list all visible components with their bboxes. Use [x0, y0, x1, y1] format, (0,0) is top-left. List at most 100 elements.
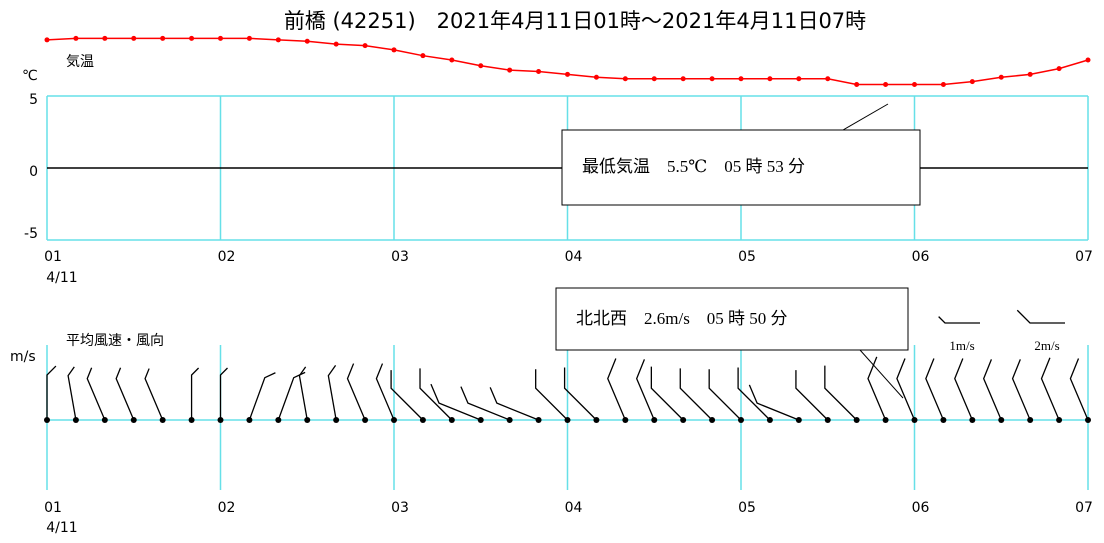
wind-barb	[607, 358, 626, 421]
wind-barb	[650, 366, 684, 421]
temperature-point	[969, 79, 975, 85]
barb-base	[101, 417, 108, 423]
barb-base	[1056, 417, 1063, 423]
y-label: 気温	[66, 54, 94, 70]
wind-barb	[144, 368, 164, 421]
wind-barb	[1011, 359, 1031, 421]
x-tick-label: 06	[912, 249, 930, 265]
wind-barb	[298, 366, 308, 421]
temperature-point	[796, 76, 802, 82]
barb-base	[44, 417, 50, 423]
wind-barb	[190, 367, 200, 420]
barb-base	[535, 417, 542, 423]
temperature-point	[275, 37, 281, 43]
wind-barb	[795, 370, 829, 421]
wind-barb	[896, 358, 916, 421]
temperature-point	[738, 76, 744, 82]
temperature-point	[622, 76, 628, 82]
wind-barb	[390, 370, 424, 421]
wind-barb	[375, 363, 395, 421]
annotation: 北北西 2.6m/s 05 時 50 分	[576, 309, 788, 328]
wind-barb	[115, 367, 135, 421]
temperature-point	[680, 76, 686, 82]
barb-base	[217, 417, 224, 423]
wind-barb	[535, 369, 568, 421]
barb-base	[1027, 417, 1034, 423]
x-tick-label: 03	[391, 249, 409, 265]
temperature-point	[825, 76, 831, 82]
barb-base	[680, 417, 687, 423]
barb-base	[477, 417, 484, 423]
wind-barb	[430, 383, 481, 421]
temperature-point	[362, 43, 368, 49]
temperature-point	[883, 81, 889, 87]
wind-barb	[67, 366, 77, 421]
y-unit: ℃	[22, 68, 38, 84]
barb-base	[998, 417, 1005, 423]
barb-base	[391, 417, 397, 423]
wind-barb	[460, 386, 510, 421]
temperature-point	[854, 81, 860, 87]
date-label: 4/11	[46, 270, 77, 286]
y-tick-label: 0	[29, 164, 38, 180]
legend-label: 2m/s	[1034, 338, 1059, 353]
x-tick-label: 07	[1075, 249, 1093, 265]
wind-barb	[419, 368, 453, 421]
barb-base	[738, 417, 744, 423]
wind-barb	[867, 356, 887, 421]
temperature-point	[333, 41, 339, 47]
temperature-point	[102, 35, 108, 41]
annotation-pointer	[842, 103, 889, 131]
temperature-point	[998, 74, 1004, 80]
temperature-point	[304, 38, 310, 44]
wind-barb	[635, 359, 655, 421]
wind-barb	[46, 365, 57, 420]
x-tick-label: 04	[565, 500, 583, 516]
x-tick-label: 04	[565, 249, 583, 265]
date-label: 4/11	[46, 520, 77, 536]
temperature-point	[536, 69, 542, 75]
chart-title: 前橋 (42251) 2021年4月11日01時～2021年4月11日07時	[284, 9, 866, 33]
temperature-point	[44, 37, 50, 43]
barb-base	[709, 417, 716, 423]
barb-base	[882, 417, 889, 423]
wind-barb	[248, 372, 276, 421]
annotation: 最低気温 5.5℃ 05 時 53 分	[582, 157, 805, 176]
barb-base	[130, 417, 137, 423]
temperature-point	[1085, 57, 1091, 63]
temperature-point	[1027, 71, 1033, 77]
temperature-point	[160, 35, 166, 41]
barb-base	[969, 417, 976, 423]
x-tick-label: 05	[738, 500, 756, 516]
wind-barb	[219, 367, 228, 420]
x-tick-label: 03	[391, 500, 409, 516]
x-tick-label: 01	[44, 500, 62, 516]
temperature-point	[1056, 66, 1062, 72]
wind-barb	[1040, 357, 1060, 421]
wind-barb	[708, 369, 742, 421]
temperature-point	[593, 74, 599, 80]
barb-base	[824, 417, 831, 423]
wind-barb	[489, 387, 539, 421]
barb-base	[275, 417, 282, 423]
barb-base	[188, 417, 195, 423]
legend-barb	[1016, 309, 1065, 324]
temperature-point	[709, 76, 715, 82]
temperature-point	[940, 81, 946, 87]
barb-base	[593, 417, 600, 423]
wind-barb	[327, 364, 337, 421]
y-tick-label: 5	[29, 92, 38, 108]
barb-base	[304, 417, 311, 423]
wind-barb	[954, 358, 973, 421]
barb-base	[1085, 417, 1091, 423]
y-label: 平均風速・風向	[66, 333, 164, 349]
temperature-point	[651, 76, 657, 82]
wind-barb	[925, 358, 945, 421]
temperature-point	[420, 53, 426, 59]
temperature-point	[189, 35, 195, 41]
annotation-box	[555, 287, 909, 351]
y-unit: m/s	[10, 349, 36, 365]
wind-barb	[824, 365, 858, 421]
x-tick-label: 05	[738, 249, 756, 265]
temperature-point	[507, 67, 513, 73]
